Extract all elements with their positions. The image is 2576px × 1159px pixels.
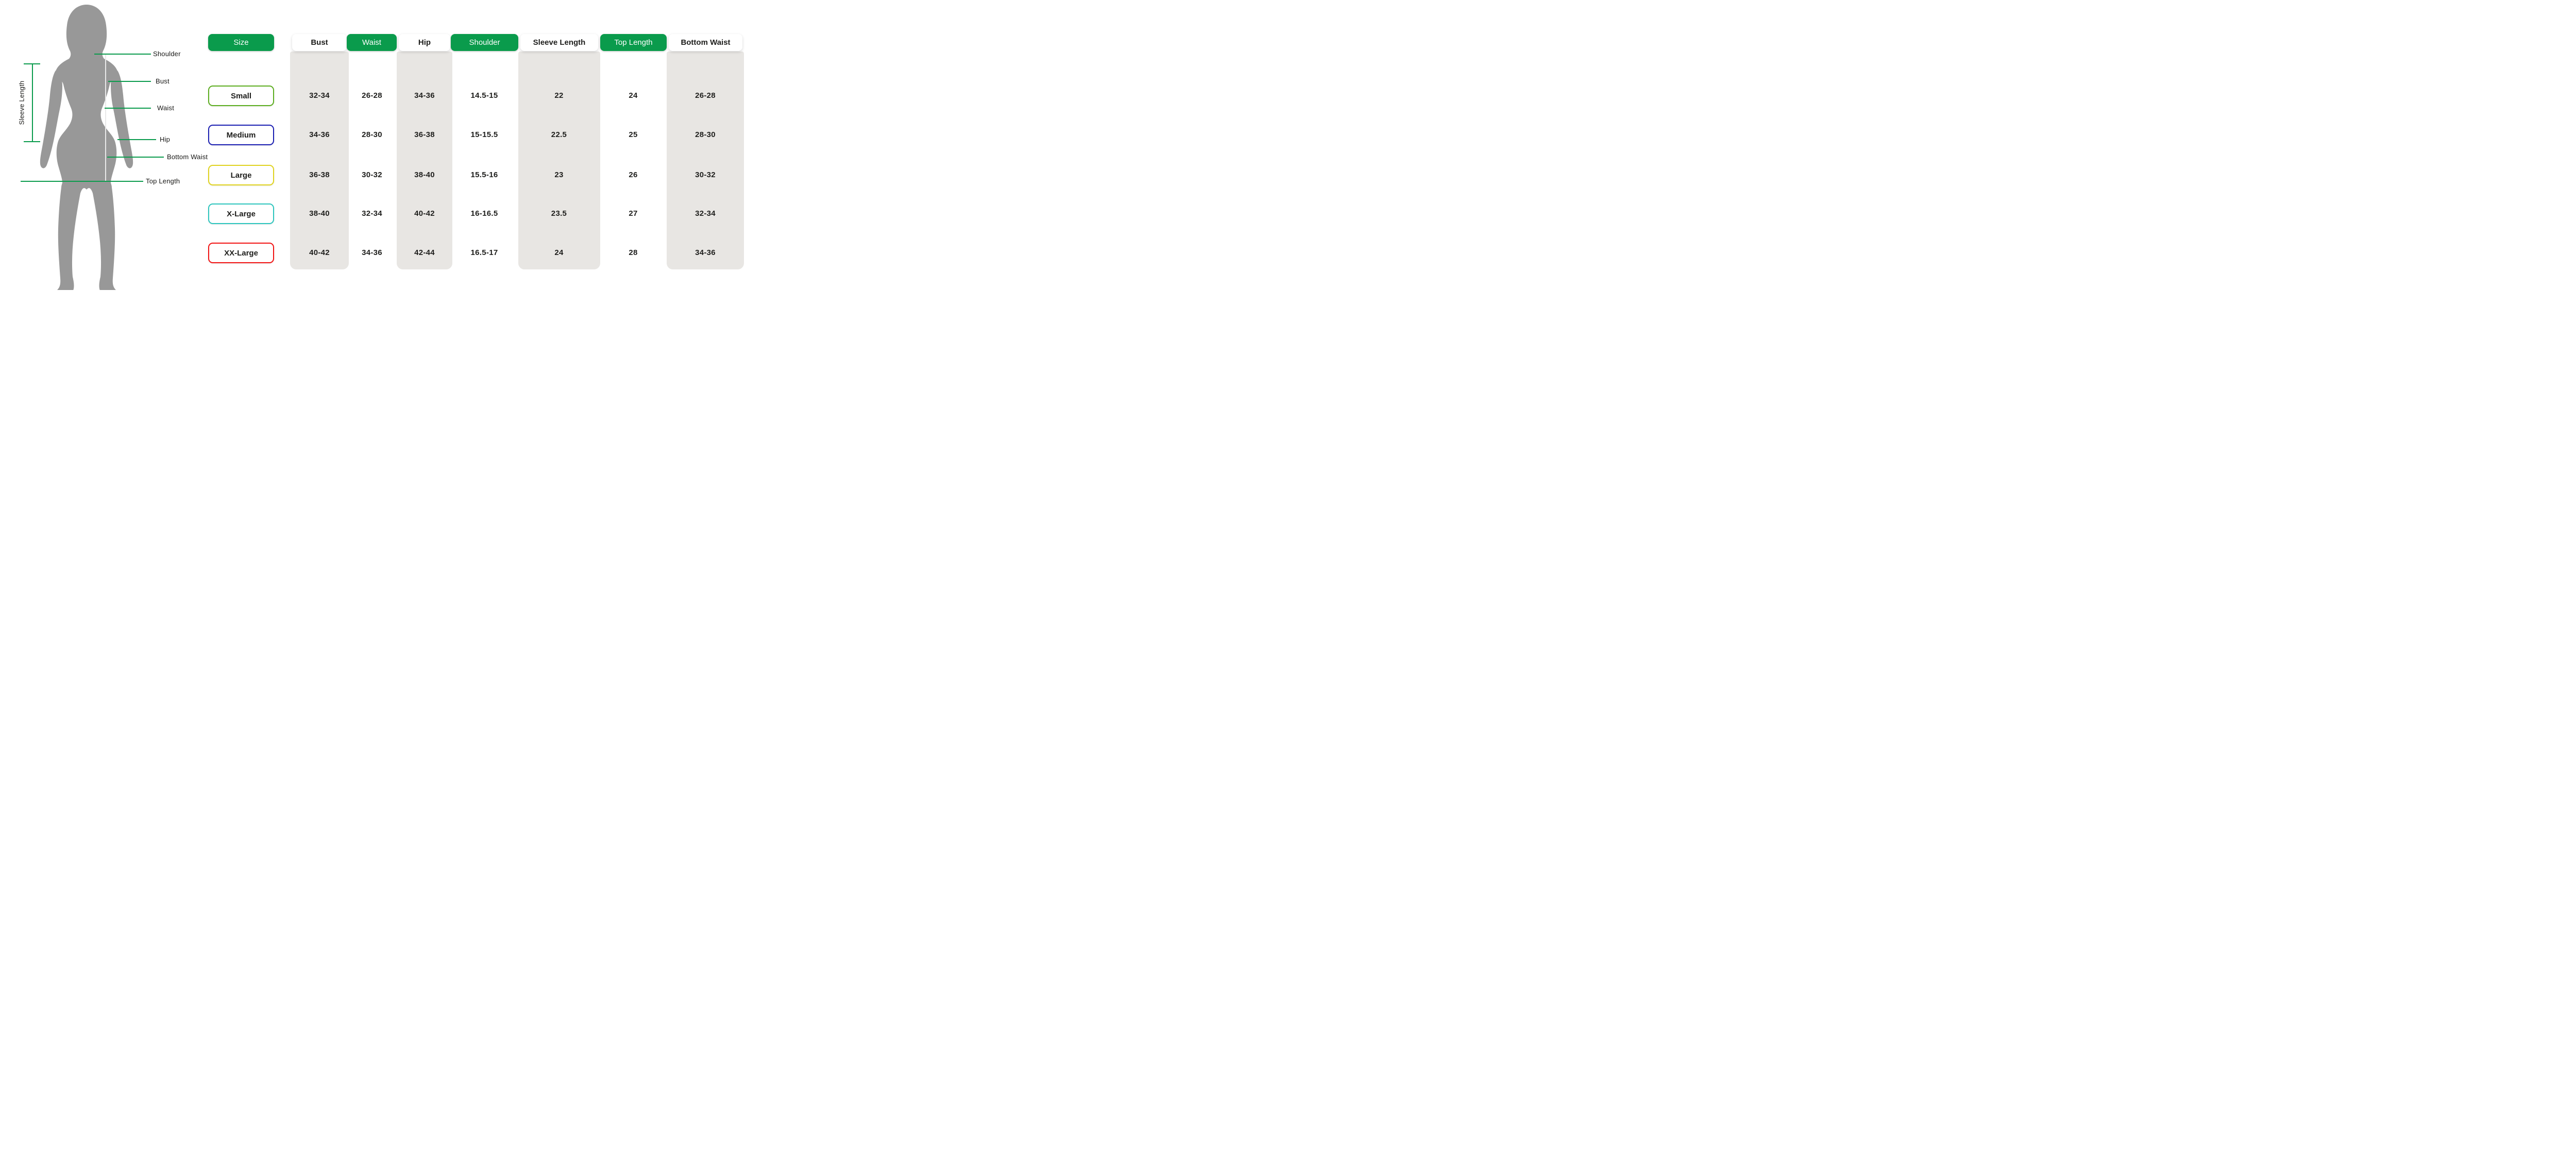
column-header-bust: Bust	[292, 34, 347, 51]
cell-top-length-large: 26	[629, 171, 638, 179]
cell-sleeve-length-x-large: 23.5	[551, 209, 567, 218]
top-length-axis-line	[105, 54, 106, 181]
top-length-line	[21, 181, 143, 182]
right-arm-shape	[111, 71, 133, 168]
cell-bottom-waist-x-large: 32-34	[695, 209, 716, 218]
cell-sleeve-length-large: 23	[554, 171, 564, 179]
cell-waist-small: 26-28	[362, 91, 382, 100]
top-length-label: Top Length	[146, 177, 180, 185]
cell-bust-small: 32-34	[309, 91, 330, 100]
waist-line	[105, 108, 151, 109]
cell-waist-large: 30-32	[362, 171, 382, 179]
female-body-silhouette	[40, 5, 133, 290]
cell-top-length-xx-large: 28	[629, 248, 638, 257]
cell-hip-x-large: 40-42	[414, 209, 435, 218]
bottom-waist-label: Bottom Waist	[167, 153, 208, 161]
cell-shoulder-large: 15.5-16	[470, 171, 498, 179]
cell-sleeve-length-medium: 22.5	[551, 130, 567, 139]
size-button-small: Small	[208, 86, 274, 106]
cell-shoulder-medium: 15-15.5	[470, 130, 498, 139]
sleeve-length-cap-bottom	[24, 141, 40, 142]
cell-top-length-small: 24	[629, 91, 638, 100]
cell-bust-xx-large: 40-42	[309, 248, 330, 257]
column-header-shoulder: Shoulder	[451, 34, 518, 51]
cell-sleeve-length-xx-large: 24	[554, 248, 564, 257]
shoulder-line	[94, 54, 151, 55]
cell-shoulder-x-large: 16-16.5	[470, 209, 498, 218]
column-header-top-length: Top Length	[600, 34, 667, 51]
cell-sleeve-length-small: 22	[554, 91, 564, 100]
cell-hip-xx-large: 42-44	[414, 248, 435, 257]
bust-label: Bust	[156, 77, 170, 85]
size-button-x-large: X-Large	[208, 203, 274, 224]
sleeve-length-line	[32, 63, 33, 141]
cell-top-length-x-large: 27	[629, 209, 638, 218]
cell-shoulder-xx-large: 16.5-17	[470, 248, 498, 257]
cell-hip-small: 34-36	[414, 91, 435, 100]
sleeve-length-cap-top	[24, 63, 40, 64]
hip-label: Hip	[160, 135, 171, 143]
size-button-xx-large: XX-Large	[208, 243, 274, 263]
cell-bottom-waist-medium: 28-30	[695, 130, 716, 139]
cell-bottom-waist-large: 30-32	[695, 171, 716, 179]
bottom-waist-line	[107, 157, 164, 158]
bust-line	[108, 81, 151, 82]
column-header-hip: Hip	[399, 34, 450, 51]
cell-bottom-waist-xx-large: 34-36	[695, 248, 716, 257]
shoulder-label: Shoulder	[153, 50, 181, 58]
column-header-waist: Waist	[347, 34, 397, 51]
column-stripe-hip	[397, 52, 452, 269]
size-button-large: Large	[208, 165, 274, 185]
size-chart-table: Size Bust Waist Hip Shoulder Sleeve Length Top…	[208, 31, 754, 278]
column-stripe-sleeve-length	[518, 52, 600, 269]
hip-line	[117, 139, 156, 140]
cell-bottom-waist-small: 26-28	[695, 91, 716, 100]
column-stripe-bust	[290, 52, 349, 269]
cell-hip-large: 38-40	[414, 171, 435, 179]
cell-bust-medium: 34-36	[309, 130, 330, 139]
cell-waist-xx-large: 34-36	[362, 248, 382, 257]
cell-waist-x-large: 32-34	[362, 209, 382, 218]
cell-bust-large: 36-38	[309, 171, 330, 179]
size-button-medium: Medium	[208, 125, 274, 145]
sleeve-length-label: Sleeve Length	[18, 80, 26, 125]
cell-top-length-medium: 25	[629, 130, 638, 139]
cell-bust-x-large: 38-40	[309, 209, 330, 218]
cell-waist-medium: 28-30	[362, 130, 382, 139]
column-stripe-bottom-waist	[667, 52, 744, 269]
cell-shoulder-small: 14.5-15	[470, 91, 498, 100]
column-header-size: Size	[208, 34, 274, 51]
column-header-bottom-waist: Bottom Waist	[669, 34, 742, 51]
left-arm-shape	[40, 71, 62, 168]
waist-label: Waist	[157, 104, 175, 112]
column-header-sleeve-length: Sleeve Length	[520, 34, 598, 51]
body-shape	[55, 5, 118, 290]
cell-hip-medium: 36-38	[414, 130, 435, 139]
